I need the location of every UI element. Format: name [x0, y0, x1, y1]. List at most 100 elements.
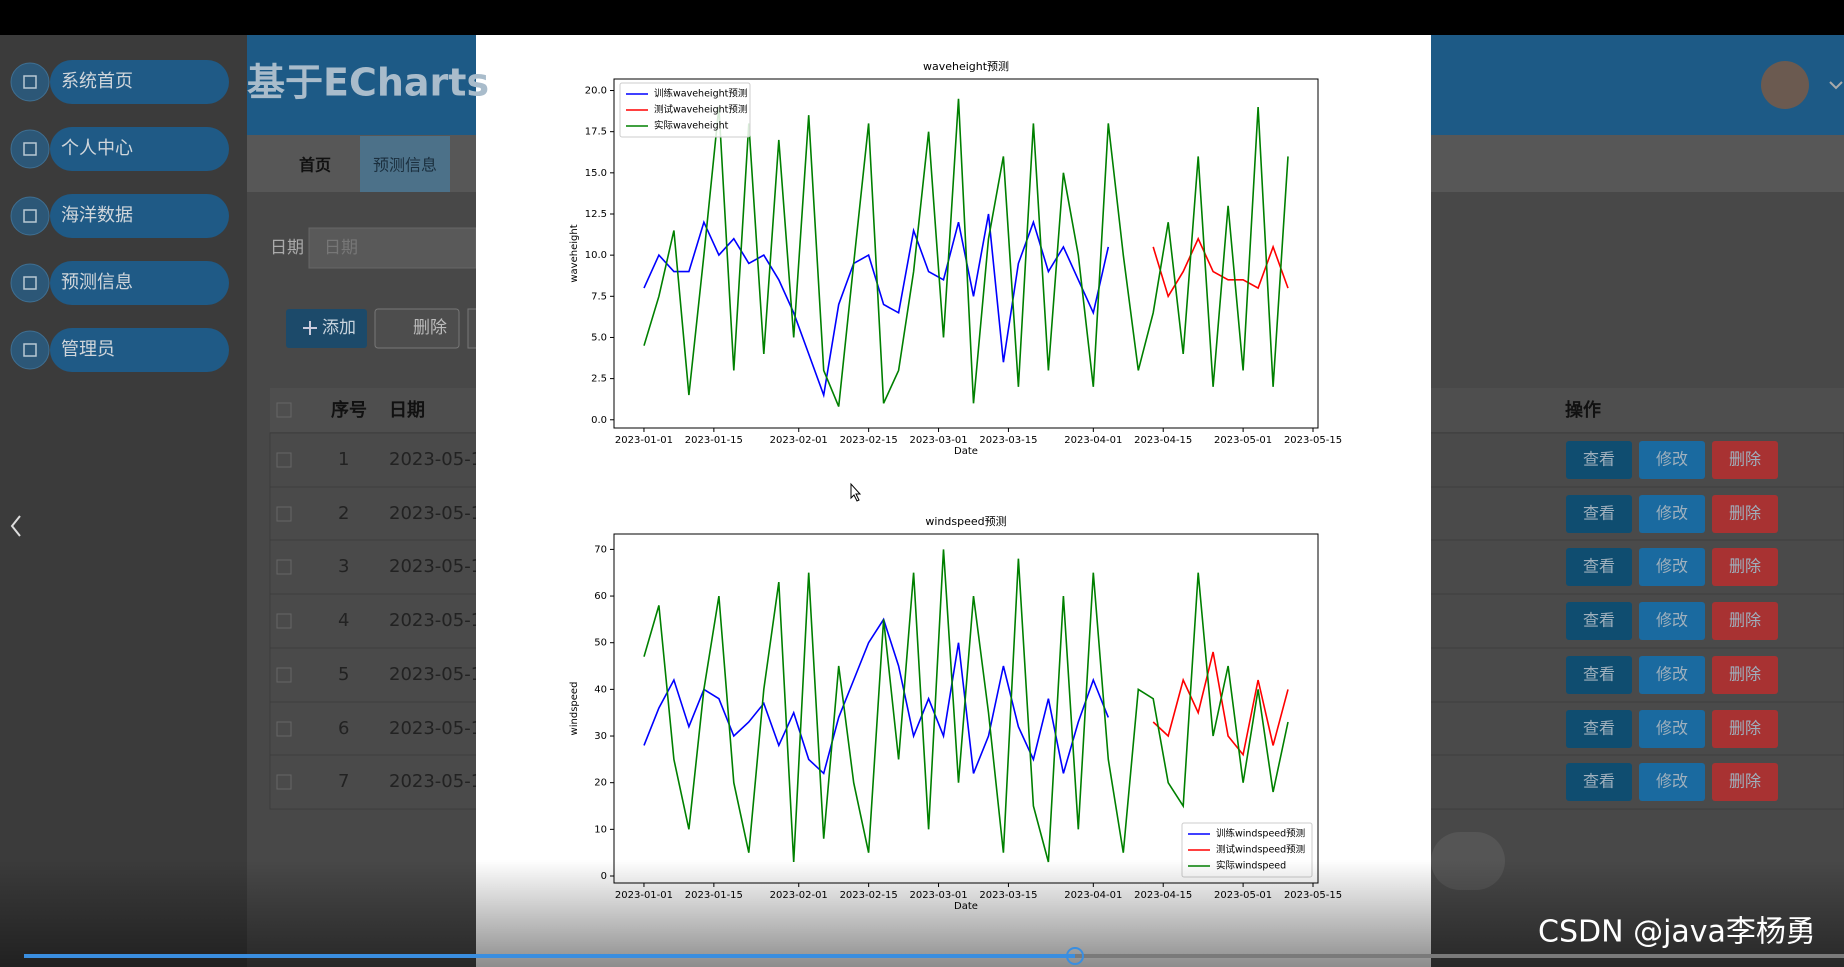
action-button[interactable]	[1712, 763, 1778, 801]
checkbox[interactable]	[276, 506, 292, 522]
x-tick-label: 2023-02-15	[840, 435, 898, 446]
y-tick-label: 17.5	[585, 127, 607, 138]
delete-label: 删除	[413, 318, 447, 338]
action-button[interactable]	[1639, 495, 1705, 533]
action-button[interactable]	[1712, 548, 1778, 586]
search-placeholder: 日期	[324, 238, 358, 258]
action-button[interactable]	[1566, 710, 1632, 748]
menu-icon	[10, 62, 50, 102]
chart-title: windspeed预测	[925, 515, 1006, 528]
action-button[interactable]	[1639, 710, 1705, 748]
x-tick-label: 2023-05-01	[1214, 435, 1272, 446]
menu-item[interactable]	[50, 194, 229, 238]
y-tick-label: 15.0	[585, 168, 607, 179]
y-tick-label: 5.0	[591, 332, 607, 343]
action-button[interactable]	[1712, 710, 1778, 748]
action-button[interactable]	[1639, 548, 1705, 586]
y-tick-label: 20.0	[585, 86, 607, 97]
action-button[interactable]	[1639, 763, 1705, 801]
checkbox[interactable]	[276, 613, 292, 629]
cell: 2023-05-1	[389, 664, 482, 685]
cell: 4	[338, 610, 349, 631]
cell: 2023-05-1	[389, 771, 482, 792]
progress-knob[interactable]	[1066, 947, 1084, 965]
x-tick-label: 2023-01-15	[685, 435, 743, 446]
action-label: 查看	[1583, 772, 1615, 791]
active-tab[interactable]	[360, 136, 450, 192]
menu-label: 管理员	[61, 339, 115, 360]
action-label: 查看	[1583, 611, 1615, 630]
action-label: 查看	[1583, 557, 1615, 576]
action-button[interactable]	[1639, 656, 1705, 694]
x-tick-label: 2023-03-01	[909, 435, 967, 446]
menu-item[interactable]	[50, 328, 229, 372]
menu-icon-glyph	[23, 343, 37, 357]
action-button[interactable]	[1566, 548, 1632, 586]
menu-item[interactable]	[50, 60, 229, 104]
legend-label: 训练waveheight预测	[654, 88, 747, 100]
checkbox[interactable]	[276, 559, 292, 575]
cell: 3	[338, 556, 349, 577]
action-label: 删除	[1729, 611, 1761, 630]
sidebar	[0, 35, 247, 967]
cell: 2023-05-1	[389, 718, 482, 739]
checkbox[interactable]	[276, 721, 292, 737]
checkbox[interactable]	[276, 402, 292, 418]
action-button[interactable]	[1712, 656, 1778, 694]
checkbox[interactable]	[276, 452, 292, 468]
x-tick-label: 2023-05-15	[1284, 435, 1342, 446]
action-label: 查看	[1583, 450, 1615, 469]
legend-label: 测试windspeed预测	[1216, 844, 1305, 856]
action-button[interactable]	[1566, 602, 1632, 640]
avatar[interactable]	[1761, 61, 1809, 109]
action-label: 修改	[1656, 719, 1688, 738]
video-shade	[0, 860, 1844, 967]
menu-item[interactable]	[50, 127, 229, 171]
tab[interactable]: 预测信息	[373, 156, 437, 175]
action-label: 查看	[1583, 665, 1615, 684]
y-tick-label: 40	[594, 684, 607, 695]
action-button[interactable]	[1566, 495, 1632, 533]
plot-frame	[613, 78, 1319, 429]
x-tick-label: 2023-03-15	[979, 435, 1037, 446]
action-button[interactable]	[1566, 656, 1632, 694]
progress-fill	[24, 954, 1075, 958]
action-label: 删除	[1729, 665, 1761, 684]
action-label: 修改	[1656, 611, 1688, 630]
tab[interactable]: 首页	[299, 156, 331, 175]
action-button[interactable]	[1639, 602, 1705, 640]
search-label: 日期	[270, 238, 304, 258]
x-tick-label: 2023-02-01	[770, 435, 828, 446]
menu-icon-glyph	[23, 276, 37, 290]
cell: 2023-05-1	[389, 449, 482, 470]
table-header-cell: 日期	[389, 400, 425, 421]
menu-item[interactable]	[50, 261, 229, 305]
action-button[interactable]	[1566, 441, 1632, 479]
watermark: CSDN @java李杨勇	[1538, 915, 1816, 950]
action-button[interactable]	[1712, 495, 1778, 533]
action-button[interactable]	[1712, 602, 1778, 640]
add-button[interactable]	[286, 309, 367, 348]
y-tick-label: 7.5	[591, 291, 607, 302]
y-tick-label: 20	[594, 778, 607, 789]
checkbox[interactable]	[276, 774, 292, 790]
cell: 2023-05-1	[389, 503, 482, 524]
menu-icon-glyph	[23, 75, 37, 89]
checkbox[interactable]	[276, 667, 292, 683]
delete-button[interactable]	[374, 308, 460, 349]
y-tick-label: 10	[594, 824, 607, 835]
series-line	[643, 549, 1289, 863]
table-header-cell: 序号	[331, 399, 367, 421]
action-button[interactable]	[1566, 763, 1632, 801]
search-input[interactable]	[308, 227, 477, 269]
action-button[interactable]	[1712, 441, 1778, 479]
action-button[interactable]	[1639, 441, 1705, 479]
y-tick-label: 70	[594, 544, 607, 555]
cell: 6	[338, 718, 349, 739]
action-label: 修改	[1656, 665, 1688, 684]
mouse-cursor	[850, 482, 862, 502]
cell: 1	[338, 449, 349, 470]
prev-arrow[interactable]	[10, 515, 21, 537]
series-line	[1152, 651, 1289, 757]
cell: 5	[338, 664, 349, 685]
